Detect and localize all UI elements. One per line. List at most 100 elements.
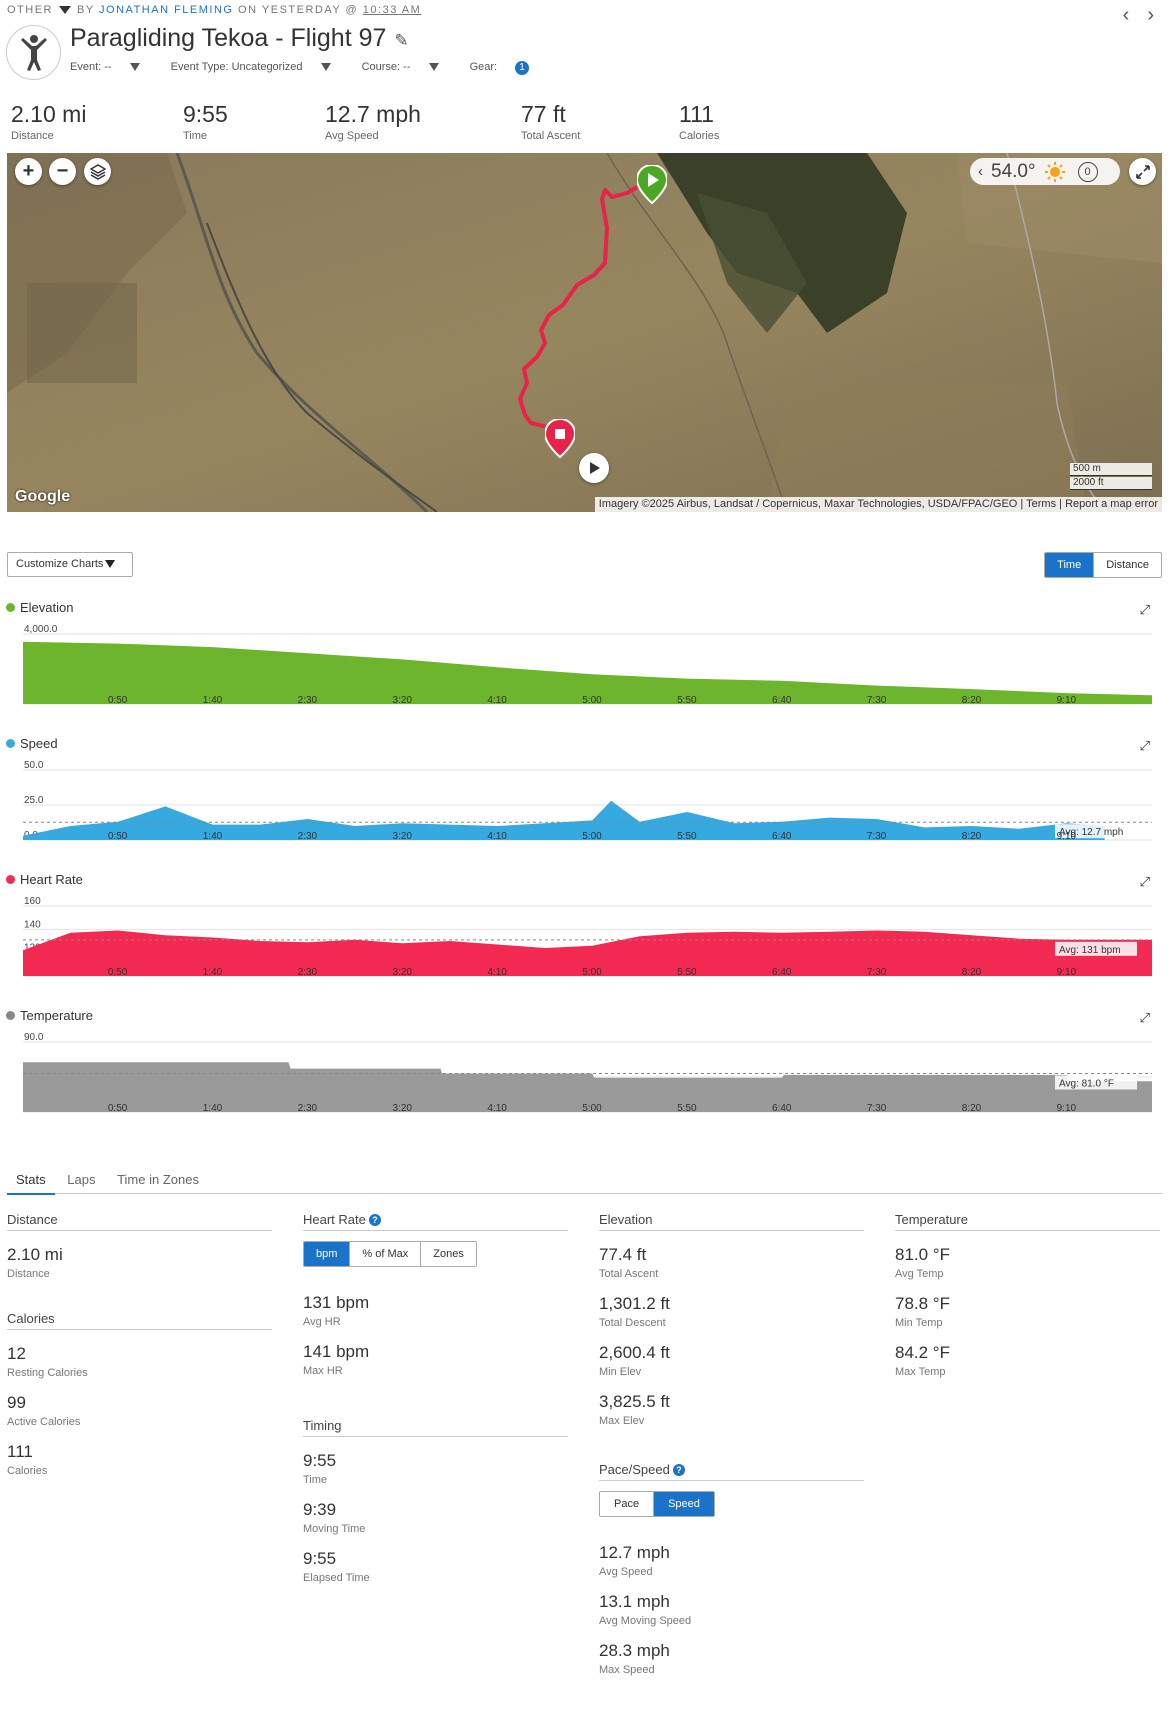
stat-value: 12 xyxy=(7,1344,26,1363)
stat-value: 9:55 xyxy=(303,1451,337,1470)
pct-max-toggle[interactable]: % of Max xyxy=(350,1242,422,1266)
stats-tabs: Stats Laps Time in Zones xyxy=(7,1166,1162,1195)
time-toggle[interactable]: Time xyxy=(1045,553,1095,577)
expand-chart-icon[interactable]: ⤢ xyxy=(1139,738,1150,753)
next-activity-icon[interactable]: › xyxy=(1147,4,1154,26)
x-tick-label: 4:10 xyxy=(487,695,507,706)
weather-widget[interactable]: ‹ 54.0° 0 xyxy=(970,158,1120,185)
summary-value: 2.10 mi xyxy=(11,101,87,127)
summary-value: 9:55 xyxy=(183,101,228,127)
stat-label: Max Speed xyxy=(599,1664,655,1676)
stat-heading: Elevation xyxy=(599,1212,864,1231)
terms-link[interactable]: Terms xyxy=(1026,498,1057,510)
stat-value: 78.8 °F xyxy=(895,1294,950,1313)
stat-value: 141 bpm xyxy=(303,1342,370,1361)
activity-category[interactable]: OTHER xyxy=(7,4,53,16)
edit-pencil-icon[interactable]: ✎ xyxy=(394,31,409,50)
layers-button[interactable] xyxy=(84,158,111,185)
y-tick-label: 160 xyxy=(24,896,41,907)
zoom-in-button[interactable]: + xyxy=(15,158,42,185)
x-tick-label: 6:40 xyxy=(772,695,792,706)
x-tick-label: 4:10 xyxy=(487,831,507,842)
stat-label: Resting Calories xyxy=(7,1367,88,1379)
x-tick-label: 6:40 xyxy=(772,967,792,978)
elevation-plot[interactable]: 4,000.02,400.00:501:402:303:204:105:005:… xyxy=(0,600,1168,710)
category-dropdown-icon[interactable] xyxy=(59,6,71,14)
chart-title: Elevation xyxy=(6,600,73,615)
stat-heading-text: Heart Rate xyxy=(303,1212,366,1227)
report-error-link[interactable]: Report a map error xyxy=(1065,498,1158,510)
stat-heading-text: Pace/Speed xyxy=(599,1462,670,1477)
help-icon[interactable]: ? xyxy=(672,1464,685,1476)
stat-item: 141 bpm Max HR xyxy=(303,1342,568,1377)
chevron-down-icon xyxy=(428,63,439,71)
end-marker-icon[interactable] xyxy=(545,419,575,459)
customize-label: Customize Charts xyxy=(16,558,104,570)
by-label: BY xyxy=(77,4,95,16)
tab-laps[interactable]: Laps xyxy=(67,1172,96,1187)
summary-label: Time xyxy=(183,130,208,142)
x-tick-label: 5:50 xyxy=(677,831,697,842)
tab-time-in-zones[interactable]: Time in Zones xyxy=(117,1172,199,1187)
x-tick-label: 8:20 xyxy=(962,831,982,842)
x-tick-label: 4:10 xyxy=(487,1103,507,1114)
collapse-icon[interactable]: ‹ xyxy=(978,163,983,180)
bpm-toggle[interactable]: bpm xyxy=(304,1242,351,1266)
stat-item: 13.1 mph Avg Moving Speed xyxy=(599,1592,864,1627)
summary-stats: 2.10 mi Distance 9:55 Time 12.7 mph Avg Spe… xyxy=(0,101,1168,142)
stats-temperature: Temperature 81.0 °F Avg Temp 78.8 °F Min T… xyxy=(895,1212,1160,1378)
speed-toggle[interactable]: Speed xyxy=(654,1492,714,1516)
expand-chart-icon[interactable]: ⤢ xyxy=(1139,602,1150,617)
customize-charts-dropdown[interactable]: Customize Charts xyxy=(7,552,133,577)
stat-item: 12 Resting Calories xyxy=(7,1344,272,1379)
heart-rate-plot[interactable]: 160140120100Avg: 131 bpm0:501:402:303:20… xyxy=(0,872,1168,982)
event-dropdown[interactable]: Event: -- xyxy=(70,61,154,73)
map-attribution: Imagery ©2025 Airbus, Landsat / Copernic… xyxy=(594,497,1162,512)
stat-item: 2,600.4 ft Min Elev xyxy=(599,1343,864,1378)
zones-toggle[interactable]: Zones xyxy=(433,1248,464,1260)
stat-value: 111 xyxy=(7,1442,33,1461)
gear-link[interactable]: Gear: 1 xyxy=(470,61,544,75)
prev-activity-icon[interactable]: ‹ xyxy=(1122,4,1130,26)
expand-chart-icon[interactable]: ⤢ xyxy=(1139,1010,1150,1025)
series-area xyxy=(23,641,1152,704)
average-label-bg xyxy=(1055,824,1137,839)
summary-value: 111 xyxy=(679,101,714,127)
start-marker-icon[interactable] xyxy=(637,165,667,205)
event-type-dropdown[interactable]: Event Type: Uncategorized xyxy=(171,61,345,73)
help-icon[interactable]: ? xyxy=(368,1214,381,1226)
x-tick-label: 5:00 xyxy=(582,1103,602,1114)
stat-item: 12.7 mph Avg Speed xyxy=(599,1543,864,1578)
course-dropdown[interactable]: Course: -- xyxy=(362,61,453,73)
x-tick-label: 7:30 xyxy=(867,1103,887,1114)
x-tick-label: 5:50 xyxy=(677,695,697,706)
fullscreen-button[interactable] xyxy=(1129,158,1156,185)
stat-item: 28.3 mph Max Speed xyxy=(599,1641,864,1676)
expand-chart-icon[interactable]: ⤢ xyxy=(1139,874,1150,889)
course-label: Course: -- xyxy=(361,61,411,73)
stat-heading: Distance xyxy=(7,1212,272,1231)
x-tick-label: 7:30 xyxy=(867,831,887,842)
pace-toggle[interactable]: Pace xyxy=(600,1492,655,1516)
author-link[interactable]: JONATHAN FLEMING xyxy=(99,4,234,16)
stat-label: Calories xyxy=(7,1465,48,1477)
activity-type-icon[interactable] xyxy=(6,25,61,80)
activity-title-text: Paragliding Tekoa - Flight 97 xyxy=(70,24,387,52)
x-tick-label: 8:20 xyxy=(962,695,982,706)
stats-timing: Timing 9:55 Time 9:39 Moving Time 9:55 Elap… xyxy=(303,1418,568,1584)
route-map[interactable]: + − ‹ 54.0° 0 500 m 2000 ft Google Image… xyxy=(7,153,1162,512)
tab-stats[interactable]: Stats xyxy=(7,1166,55,1195)
distance-toggle[interactable]: Distance xyxy=(1106,559,1149,571)
stat-label: Min Temp xyxy=(895,1317,943,1329)
stat-item: 1,301.2 ft Total Descent xyxy=(599,1294,864,1329)
heart-rate-chart: Heart Rate ⤢ 160140120100Avg: 131 bpm0:5… xyxy=(0,872,1168,982)
playback-button[interactable] xyxy=(579,453,609,483)
legend-dot xyxy=(6,1011,15,1020)
x-tick-label: 2:30 xyxy=(298,695,318,706)
stats-calories: Calories 12 Resting Calories 99 Active Cal… xyxy=(7,1311,272,1477)
zoom-out-button[interactable]: − xyxy=(49,158,76,185)
